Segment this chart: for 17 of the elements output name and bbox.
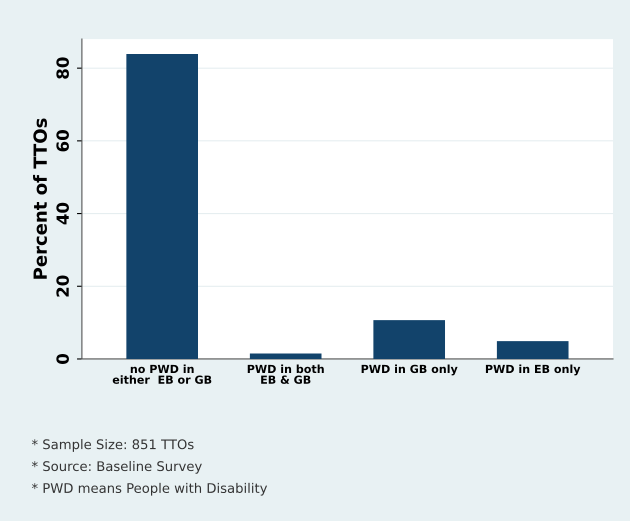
bar bbox=[126, 54, 198, 359]
x-tick-label: PWD in EB only bbox=[486, 364, 580, 376]
y-tick-label: 0 bbox=[56, 354, 69, 364]
text: * Sample Size: 851 TTOs bbox=[32, 439, 194, 452]
x-tick-label: no PWD in either EB or GB bbox=[112, 364, 212, 384]
x-tick-label: PWD in both EB & GB bbox=[248, 364, 324, 384]
y-tick-label: 40 bbox=[56, 202, 69, 224]
y-tick-label: 60 bbox=[56, 130, 69, 152]
x-tick-label: PWD in GB only bbox=[362, 364, 458, 376]
text: * PWD means People with Disability bbox=[32, 482, 268, 496]
y-tick-label: 80 bbox=[56, 57, 69, 79]
bar bbox=[250, 354, 322, 359]
y-axis-title: Percent of TTOs bbox=[33, 118, 47, 279]
bar bbox=[496, 341, 569, 359]
y-tick-label: 20 bbox=[56, 275, 69, 297]
text: * Source: Baseline Survey bbox=[32, 460, 202, 474]
bar bbox=[373, 320, 446, 359]
